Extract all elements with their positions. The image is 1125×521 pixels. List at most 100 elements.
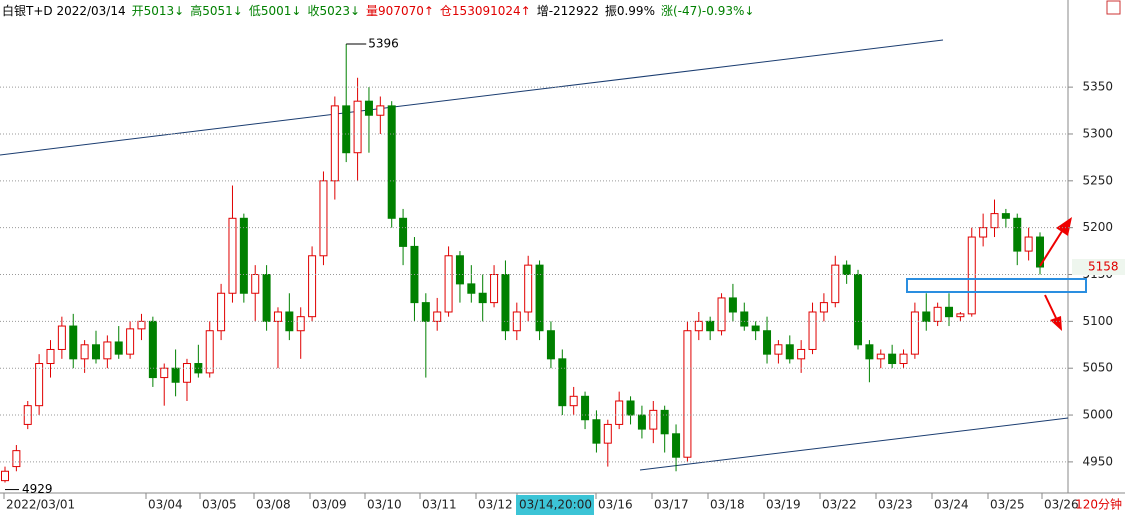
candle-body [558, 358, 567, 407]
high-annotation: 5396 [368, 37, 399, 51]
candle-body [933, 306, 942, 322]
candle-body [524, 264, 533, 313]
candle-body [842, 264, 851, 276]
candle-body [854, 274, 863, 346]
candle-body [581, 395, 590, 421]
candle-body [945, 306, 954, 318]
x-tick-label: 03/19 [766, 498, 801, 512]
y-tick-label: 5100 [1082, 314, 1113, 328]
candle-body [979, 227, 988, 238]
header-field: 高5051↓ [190, 3, 243, 18]
candle-body [535, 264, 544, 332]
x-tick-label: 03/09 [312, 498, 347, 512]
candle-body [455, 255, 464, 285]
candle-body [728, 297, 737, 313]
candle-body [967, 236, 976, 315]
x-tick-label: 03/22 [822, 498, 857, 512]
candle-body [808, 311, 817, 350]
last-price-box [1072, 259, 1125, 276]
candle-body [888, 353, 897, 365]
candle-body [876, 353, 885, 360]
x-tick-label: 03/05 [202, 498, 237, 512]
x-tick-label: 03/11 [422, 498, 457, 512]
arrow-down [1044, 294, 1062, 331]
upper-trend-line [0, 39, 944, 156]
candle-body [182, 363, 191, 383]
x-tick-label: 03/23 [878, 498, 913, 512]
candle-body [57, 325, 66, 350]
y-tick-label: 5000 [1082, 408, 1113, 422]
candle-body [217, 292, 226, 332]
header-field: 白银T+D 2022/03/14 [2, 3, 126, 18]
candle-body [683, 330, 692, 458]
candle-body [785, 344, 794, 360]
candle-body [296, 316, 305, 332]
candle-body [592, 419, 601, 444]
header-field: 收5023↓ [307, 4, 360, 18]
candle-body [922, 311, 931, 322]
candle-body [80, 344, 89, 360]
candle-body [353, 100, 362, 154]
candle-body [137, 320, 146, 330]
x-tick-label: 2022/03/01 [6, 498, 75, 512]
candle-body [364, 100, 373, 116]
candle-body [342, 105, 351, 154]
header-field: 仓153091024↑ [440, 4, 531, 18]
header-field: 量907070↑ [366, 4, 434, 18]
candle-body [660, 409, 669, 435]
header-field: 低5001↓ [249, 4, 302, 18]
candle-body [114, 341, 123, 355]
candle-body [1001, 213, 1010, 219]
y-tick-label: 5300 [1082, 126, 1113, 140]
candle-body [103, 341, 112, 360]
candle-body [910, 311, 919, 355]
candle-body [46, 348, 55, 365]
x-tick-label: 03/24 [934, 498, 969, 512]
candle-body [990, 213, 999, 229]
candle-body [160, 367, 169, 379]
x-label-highlight [516, 495, 594, 515]
candle-body [308, 255, 317, 318]
candle-body [546, 330, 555, 360]
candle-body [706, 320, 715, 332]
candle-body [12, 450, 21, 468]
x-tick-label: 03/14,20:00 [519, 498, 592, 512]
candle-body [126, 328, 135, 355]
candle-body [899, 353, 908, 365]
candle-body [717, 297, 726, 332]
y-tick-label: 4950 [1082, 454, 1113, 468]
candle-body [1036, 236, 1044, 268]
candle-body [421, 302, 430, 322]
candle-body [569, 395, 578, 407]
y-tick-label: 5050 [1082, 361, 1113, 375]
last-price-label: 5158 [1088, 260, 1119, 274]
x-tick-label: 03/08 [256, 498, 291, 512]
candle-body [615, 400, 624, 425]
candle-body [330, 105, 339, 182]
support-box [906, 278, 1087, 293]
candle-body [763, 330, 772, 355]
candle-body [1024, 236, 1033, 252]
header-field: 开5013↓ [132, 4, 185, 18]
x-tick-label: 03/25 [990, 498, 1025, 512]
x-tick-label: 03/26 [1044, 498, 1079, 512]
candle-body [433, 311, 442, 322]
candle-body [228, 217, 237, 294]
y-tick-label: 5350 [1082, 80, 1113, 94]
panel-icon[interactable] [1106, 0, 1121, 15]
candle-body [694, 320, 703, 332]
candle-body [672, 433, 681, 458]
period-label: 120分钟 [1075, 497, 1122, 512]
candle-body [478, 292, 487, 304]
candle-body [148, 320, 157, 379]
header-field: 涨(-47)-0.93%↓ [661, 3, 754, 18]
candle-body [251, 274, 260, 294]
x-tick-label: 03/16 [598, 498, 633, 512]
candles [1, 44, 1044, 483]
arrow-up [1039, 217, 1072, 267]
candle-body [91, 344, 100, 360]
candle-body [819, 302, 828, 313]
candle-body [831, 264, 840, 304]
candle-body [797, 348, 806, 360]
